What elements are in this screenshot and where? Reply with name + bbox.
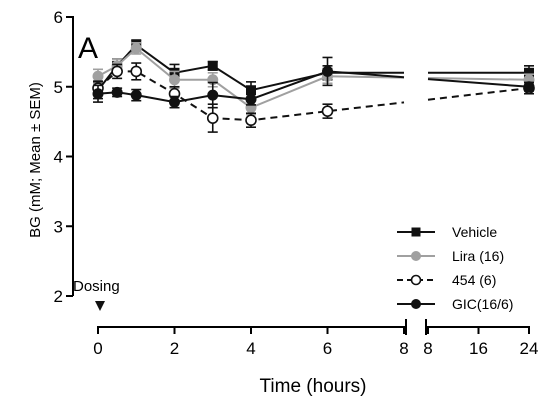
x-tick-label-0-0: 0 [93,339,102,358]
y-tick-label-4: 4 [54,148,63,167]
series-3-point-7 [523,81,535,93]
series-1-point-2 [130,42,142,54]
series-1 [92,42,535,116]
series-3-point-5 [245,93,257,105]
series-3 [92,56,535,109]
series-3-point-0 [92,88,104,100]
series-3-point-4 [207,89,219,101]
x-tick-label-0-8: 8 [399,339,408,358]
y-tick-label-3: 3 [54,217,63,236]
legend-label-0: Vehicle [452,224,497,240]
x-tick-label-0-2: 2 [170,339,179,358]
legend-marker-0 [411,227,421,237]
series-1-point-3 [169,74,180,86]
x-tick-label-0-6: 6 [323,339,332,358]
dosing-annotation-label: Dosing [73,278,120,295]
series-2-point-5 [245,114,257,127]
series-2 [92,62,535,133]
series-3-line-after-break [427,78,530,88]
panel-label: A [78,32,98,65]
legend-marker-2 [410,274,422,286]
legend: Vehicle Lira (16) 454 (6) GIC(16/6) [397,224,513,312]
series-1-line-after-break [427,77,530,81]
series-2-point-6 [321,105,334,117]
y-axis-title: BG (mM; Mean ± SEM) [27,82,44,238]
legend-label-1: Lira (16) [452,248,504,264]
legend-marker-3 [411,299,421,309]
series-3-point-3 [169,96,180,108]
series-2-point-4 [206,112,219,124]
legend-label-2: 454 (6) [452,272,496,288]
series-1-point-0 [92,70,104,82]
x-tick-label-1-16: 16 [469,339,488,358]
series-2-point-1 [111,65,123,78]
x-tick-label-1-24: 24 [520,339,539,358]
legend-marker-1 [411,251,421,261]
series-3-point-6 [322,65,333,77]
series-0 [93,39,534,100]
x-axis-title: Time (hours) [260,376,367,397]
series-layer [92,39,535,133]
series-3-point-2 [130,89,142,101]
y-tick-label-6: 6 [54,8,63,27]
series-0-point-4 [207,60,218,71]
legend-label-3: GIC(16/6) [452,296,513,312]
x-tick-label-1-8: 8 [423,339,432,358]
series-2-line-after-break [427,87,530,101]
series-2-point-2 [130,65,143,78]
series-0-point-7 [524,67,534,78]
dosing-arrow-icon [95,301,105,311]
series-3-point-1 [111,86,123,98]
series-0-point-5 [246,85,256,96]
x-tick-label-0-4: 4 [246,339,255,358]
y-tick-label-2: 2 [54,287,63,306]
y-tick-label-5: 5 [54,78,63,97]
